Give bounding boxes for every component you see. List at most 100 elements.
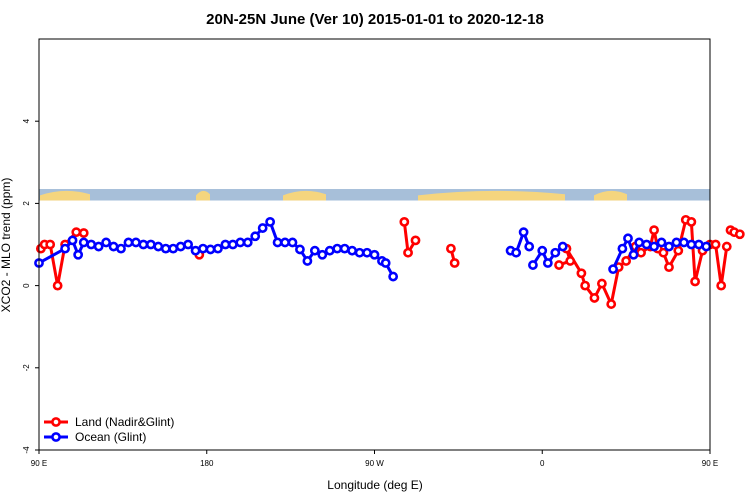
y-axis: -4 -2 0 2 4 <box>22 118 39 454</box>
legend-marker <box>51 432 61 442</box>
data-point <box>250 231 261 242</box>
x-tick-label: 180 <box>200 459 214 468</box>
data-point <box>537 245 548 256</box>
data-point <box>641 239 652 250</box>
data-point <box>295 244 305 255</box>
data-point <box>690 276 700 287</box>
data-point <box>511 247 522 258</box>
map-land <box>594 190 627 201</box>
x-tick-label: 90 E <box>31 459 47 468</box>
data-point <box>317 249 328 260</box>
data-point <box>565 256 576 266</box>
data-point <box>701 241 712 252</box>
data-point <box>656 237 667 248</box>
data-point <box>93 241 104 252</box>
data-point <box>686 239 697 250</box>
data-point <box>446 243 456 254</box>
data-point <box>108 241 119 252</box>
data-point <box>73 249 84 260</box>
data-point <box>272 237 283 248</box>
data-point <box>550 247 561 258</box>
data-point <box>580 280 591 291</box>
series-line <box>558 217 729 309</box>
map-land <box>418 190 565 201</box>
data-point <box>380 258 391 268</box>
data-point <box>664 262 674 273</box>
data-point <box>67 235 78 246</box>
data-point <box>168 243 179 254</box>
data-point <box>542 258 553 268</box>
data-point <box>78 237 89 248</box>
data-point <box>628 249 639 260</box>
data-point <box>649 225 659 236</box>
data-point <box>554 260 564 270</box>
data-point <box>617 243 628 254</box>
y-tick-label: 2 <box>22 201 31 206</box>
data-point <box>636 247 646 258</box>
y-tick-label: 4 <box>22 118 31 123</box>
data-point <box>324 245 335 256</box>
data-point <box>123 237 134 248</box>
data-point <box>576 268 587 279</box>
data-point <box>183 239 194 250</box>
y-tick-label: -2 <box>22 364 31 372</box>
data-point <box>52 280 63 291</box>
data-point <box>190 245 201 256</box>
data-point <box>658 247 669 258</box>
data-point <box>596 278 607 289</box>
data-point <box>227 239 238 250</box>
data-point <box>734 229 745 240</box>
data-point <box>716 280 727 291</box>
y-tick-label: -4 <box>22 446 31 454</box>
data-point <box>235 237 246 248</box>
series-ocean <box>34 216 712 282</box>
data-point <box>621 256 632 266</box>
data-point <box>287 237 298 248</box>
legend-label: Land (Nadir&Glint) <box>75 415 174 429</box>
data-point <box>45 239 56 250</box>
y-tick-label: 0 <box>22 283 31 288</box>
data-point <box>339 243 350 254</box>
data-point <box>557 241 568 252</box>
data-point <box>671 237 682 248</box>
map-land <box>196 190 210 201</box>
data-point <box>399 216 410 227</box>
x-tick-label: 0 <box>540 459 545 468</box>
data-point <box>710 239 721 250</box>
legend-marker <box>51 417 61 427</box>
x-tick-label: 90 E <box>702 459 718 468</box>
y-axis-label: XCO2 - MLO trend (ppm) <box>0 178 13 313</box>
data-point <box>347 245 358 256</box>
data-point <box>528 260 538 270</box>
data-point <box>664 241 674 252</box>
data-point <box>309 245 320 256</box>
data-point <box>116 243 126 254</box>
data-point <box>78 228 89 238</box>
data-point <box>205 244 216 255</box>
data-point <box>721 241 732 252</box>
data-point <box>220 239 231 250</box>
data-point <box>649 241 659 252</box>
plot-series <box>34 214 745 309</box>
data-point <box>175 241 186 252</box>
data-point <box>354 247 365 258</box>
data-point <box>623 233 633 244</box>
data-point <box>518 227 529 238</box>
data-point <box>679 237 689 248</box>
data-point <box>71 227 82 238</box>
data-point <box>242 237 253 248</box>
data-point <box>449 258 460 268</box>
x-tick-label: 90 W <box>365 459 384 468</box>
data-point <box>388 271 399 282</box>
data-point <box>369 249 380 260</box>
legend-label: Ocean (Glint) <box>75 430 146 444</box>
data-point <box>131 237 141 248</box>
data-point <box>606 299 617 309</box>
data-point <box>332 243 343 254</box>
x-axis: 90 E 180 90 W 0 90 E <box>31 450 718 468</box>
x-axis-label: Longitude (deg E) <box>327 478 422 492</box>
data-point <box>198 243 208 254</box>
data-point <box>60 243 70 254</box>
data-point <box>589 293 600 303</box>
